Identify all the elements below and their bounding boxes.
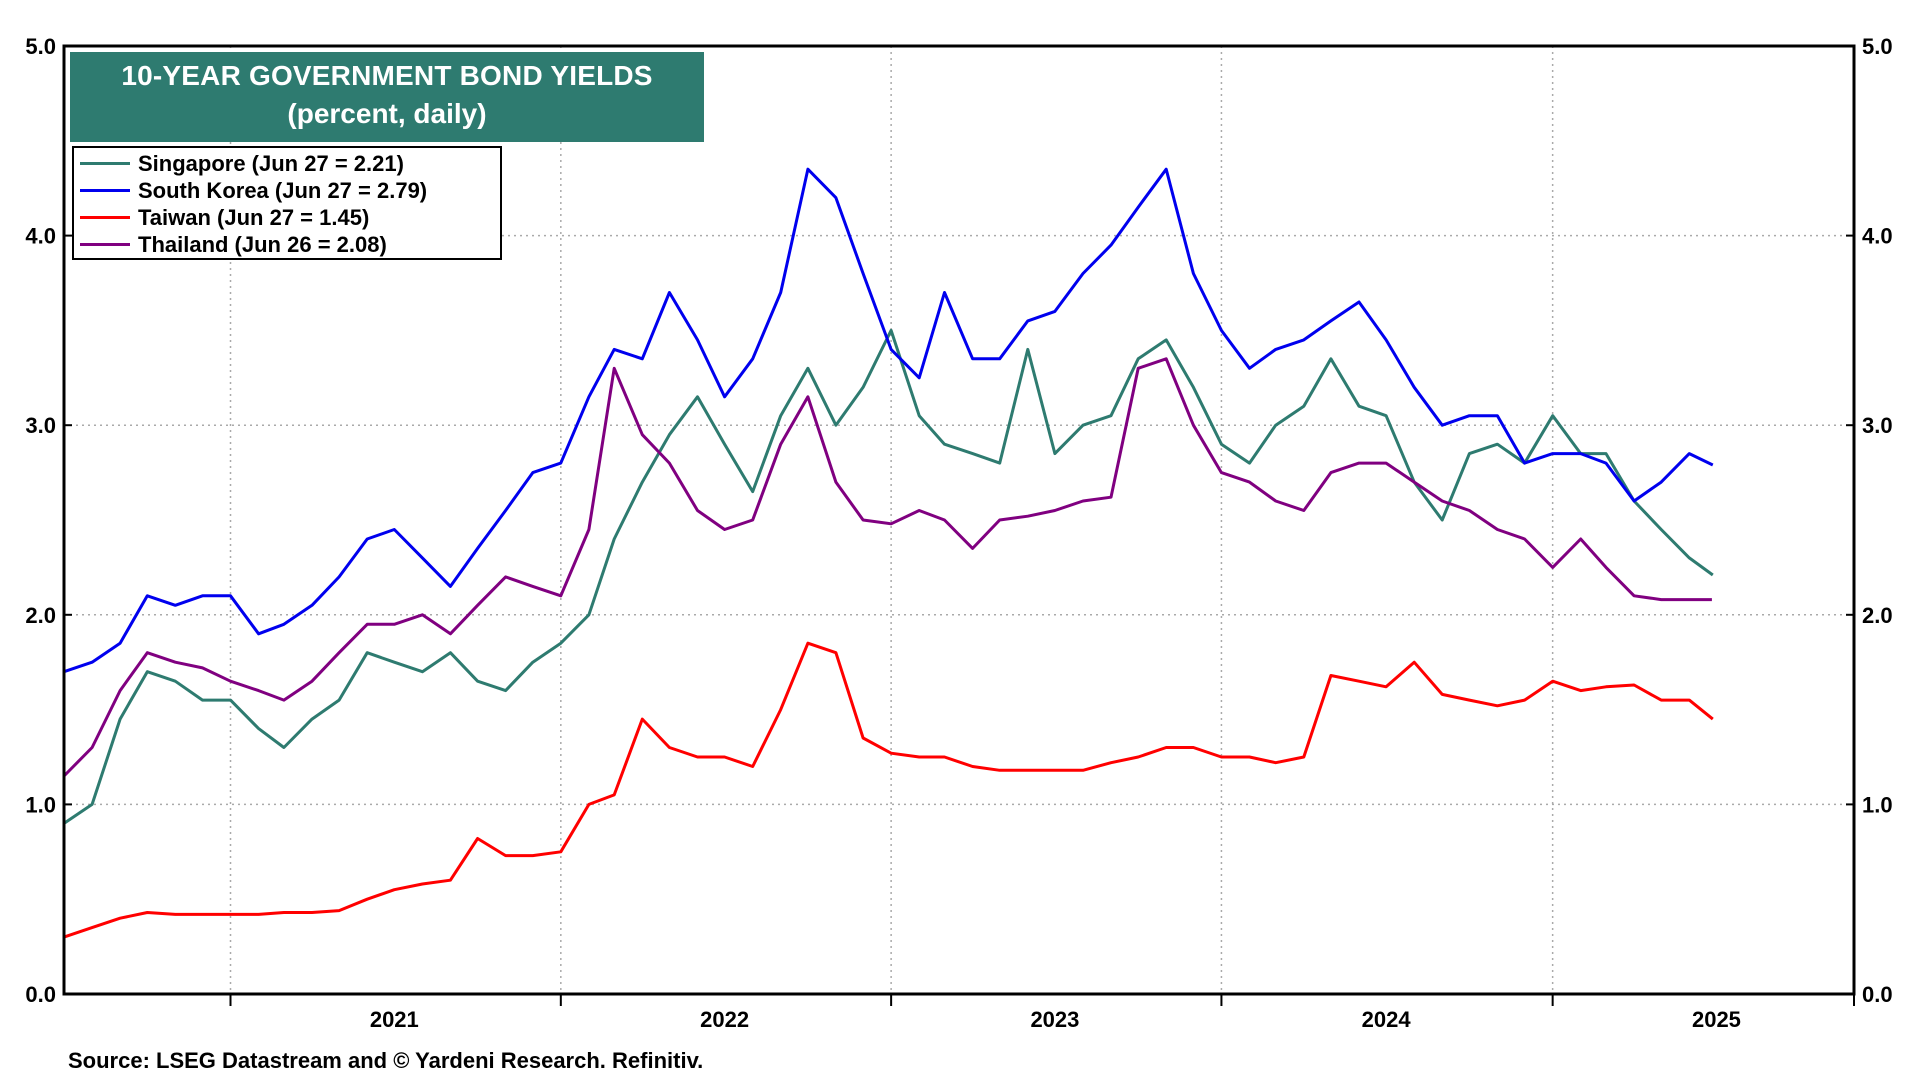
y-tick-label-left: 4.0 — [25, 224, 56, 249]
y-tick-label-right: 4.0 — [1862, 224, 1893, 249]
legend-item-south-korea: South Korea (Jun 27 = 2.79) — [80, 177, 494, 204]
chart-title-box: 10-YEAR GOVERNMENT BOND YIELDS (percent,… — [70, 52, 704, 142]
legend-item-thailand: Thailand (Jun 26 = 2.08) — [80, 231, 494, 258]
legend-item-taiwan: Taiwan (Jun 27 = 1.45) — [80, 204, 494, 231]
series-line-thailand — [64, 359, 1712, 776]
y-tick-label-left: 3.0 — [25, 413, 56, 438]
legend-item-singapore: Singapore (Jun 27 = 2.21) — [80, 150, 494, 177]
legend-swatch-singapore — [80, 162, 130, 165]
x-tick-label: 2022 — [700, 1007, 749, 1032]
y-tick-label-right: 2.0 — [1862, 603, 1893, 628]
chart-subtitle: (percent, daily) — [70, 98, 704, 130]
chart-title: 10-YEAR GOVERNMENT BOND YIELDS — [70, 60, 704, 92]
y-tick-label-right: 3.0 — [1862, 413, 1893, 438]
x-tick-label: 2024 — [1362, 1007, 1412, 1032]
series-line-singapore — [64, 330, 1713, 823]
x-tick-label: 2021 — [370, 1007, 419, 1032]
y-tick-label-left: 5.0 — [25, 34, 56, 59]
legend-swatch-south-korea — [80, 189, 130, 192]
x-tick-label: 2023 — [1030, 1007, 1079, 1032]
y-tick-label-left: 1.0 — [25, 792, 56, 817]
legend-label-south-korea: South Korea (Jun 27 = 2.79) — [138, 178, 427, 204]
legend-swatch-thailand — [80, 243, 130, 246]
legend: Singapore (Jun 27 = 2.21) South Korea (J… — [72, 146, 502, 260]
y-tick-label-right: 1.0 — [1862, 792, 1893, 817]
y-tick-label-right: 5.0 — [1862, 34, 1893, 59]
source-note: Source: LSEG Datastream and © Yardeni Re… — [68, 1048, 703, 1074]
y-tick-label-right: 0.0 — [1862, 982, 1893, 1007]
y-tick-label-left: 2.0 — [25, 603, 56, 628]
series-line-taiwan — [64, 643, 1713, 937]
series-lines — [64, 169, 1713, 937]
legend-label-taiwan: Taiwan (Jun 27 = 1.45) — [138, 205, 369, 231]
legend-label-thailand: Thailand (Jun 26 = 2.08) — [138, 232, 387, 258]
legend-swatch-taiwan — [80, 216, 130, 219]
y-tick-label-left: 0.0 — [25, 982, 56, 1007]
x-tick-label: 2025 — [1692, 1007, 1741, 1032]
legend-label-singapore: Singapore (Jun 27 = 2.21) — [138, 151, 404, 177]
